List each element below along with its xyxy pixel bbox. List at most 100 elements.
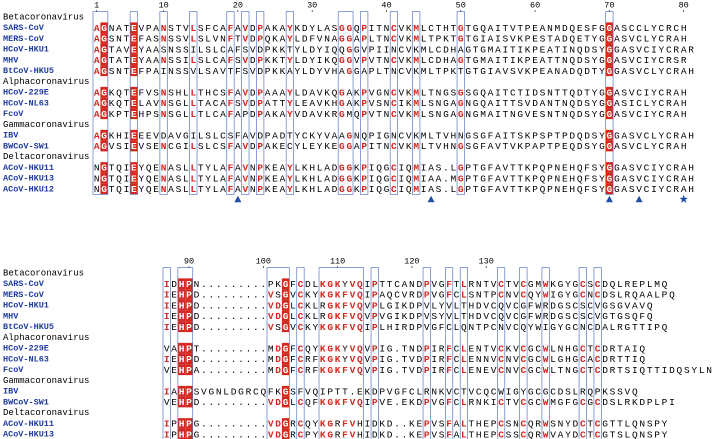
sequence-name: SARS-CoV bbox=[3, 279, 45, 289]
sequence-name: ACoV-HKU13 bbox=[3, 430, 54, 439]
identical-cell bbox=[605, 162, 614, 173]
identical-cell bbox=[130, 183, 138, 195]
conservation-box bbox=[459, 267, 468, 439]
conservation-box bbox=[162, 267, 171, 439]
identical-cell bbox=[281, 385, 290, 397]
identical-cell bbox=[130, 43, 138, 55]
identical-cell bbox=[281, 278, 290, 290]
identical-cell bbox=[605, 65, 614, 77]
identical-cell bbox=[185, 278, 193, 290]
identical-cell bbox=[185, 353, 193, 365]
conservation-box bbox=[318, 267, 364, 439]
identical-cell bbox=[130, 140, 138, 152]
sequence-name: SARS-CoV bbox=[3, 23, 45, 33]
ruler-number: 130 bbox=[479, 256, 494, 266]
identical-cell bbox=[100, 108, 108, 120]
identical-cell bbox=[130, 65, 138, 77]
conservation-box bbox=[129, 11, 138, 195]
identical-cell bbox=[281, 310, 290, 322]
identical-cell bbox=[281, 418, 290, 429]
conservation-box bbox=[578, 267, 587, 439]
identical-cell bbox=[100, 54, 108, 66]
identical-cell bbox=[130, 33, 138, 44]
sequence-name: IBV bbox=[3, 387, 19, 397]
identical-cell bbox=[177, 342, 186, 354]
ruler-number: 100 bbox=[256, 256, 271, 266]
conservation-box bbox=[456, 11, 465, 195]
identical-cell bbox=[177, 289, 186, 300]
ruler-number: 10 bbox=[158, 0, 168, 10]
ruler-number: 60 bbox=[530, 0, 540, 10]
identical-cell bbox=[177, 278, 186, 290]
identical-cell bbox=[185, 310, 193, 322]
sequence-name: BtCoV-HKU5 bbox=[3, 322, 54, 332]
identical-cell bbox=[185, 299, 193, 311]
conservation-box bbox=[541, 267, 550, 439]
sequence-name: ACoV-HKU11 bbox=[3, 419, 54, 429]
identical-cell bbox=[605, 33, 614, 44]
ruler-number: 70 bbox=[604, 0, 614, 10]
sequence-name: HCoV-NL63 bbox=[3, 98, 49, 108]
identical-cell bbox=[177, 310, 186, 322]
conservation-box bbox=[189, 11, 198, 195]
identical-cell bbox=[605, 22, 614, 34]
group-name: Betacoronavirus bbox=[3, 268, 84, 278]
ruler-number: 120 bbox=[404, 256, 419, 266]
sequence-name: ACoV-HKU13 bbox=[3, 174, 54, 184]
identical-cell bbox=[281, 396, 290, 408]
identical-cell bbox=[177, 364, 186, 376]
identical-cell bbox=[185, 428, 193, 439]
sequence-name: HCoV-HKU1 bbox=[3, 301, 49, 311]
sequence-name: ACoV-HKU12 bbox=[3, 184, 54, 194]
identical-cell bbox=[605, 97, 614, 109]
identical-cell bbox=[177, 321, 186, 333]
identical-cell bbox=[281, 321, 290, 333]
ruler-number: 90 bbox=[184, 256, 194, 266]
star-marker bbox=[679, 194, 688, 203]
conservation-box bbox=[256, 11, 265, 195]
identical-cell bbox=[100, 22, 108, 34]
identical-cell bbox=[130, 86, 138, 98]
group-name: Deltacoronavirus bbox=[3, 408, 89, 418]
identical-cell bbox=[100, 140, 108, 152]
ruler-number: 1 bbox=[94, 0, 99, 10]
conservation-box bbox=[226, 11, 235, 195]
identical-cell bbox=[605, 54, 614, 66]
identical-cell bbox=[185, 396, 193, 408]
identical-cell bbox=[281, 289, 290, 300]
ruler-number: 30 bbox=[307, 0, 317, 10]
group-name: Betacoronavirus bbox=[3, 12, 84, 22]
identical-cell bbox=[100, 86, 108, 98]
conservation-box bbox=[296, 267, 305, 439]
identical-cell bbox=[100, 172, 108, 184]
identical-cell bbox=[185, 385, 193, 397]
identical-cell bbox=[605, 172, 614, 184]
identical-cell bbox=[130, 108, 138, 120]
conservation-box bbox=[370, 267, 379, 439]
identical-cell bbox=[281, 428, 290, 439]
ruler-number: 50 bbox=[456, 0, 466, 10]
group-name: Alphacoronavirus bbox=[3, 77, 89, 87]
ruler-number: 110 bbox=[330, 256, 345, 266]
identical-cell bbox=[605, 140, 614, 152]
identical-cell bbox=[177, 299, 186, 311]
identical-cell bbox=[100, 97, 108, 109]
sequence-name: MERS-CoV bbox=[3, 290, 45, 300]
identical-cell bbox=[281, 353, 290, 365]
identical-cell bbox=[605, 183, 614, 195]
